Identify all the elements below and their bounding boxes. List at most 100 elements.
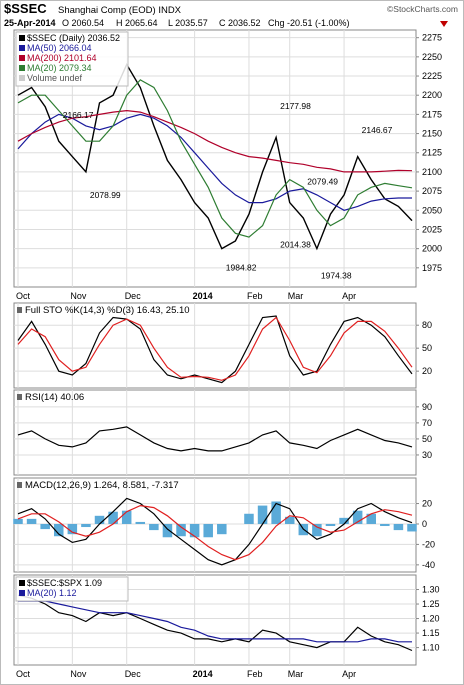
legend-label: $SSEC:$SPX 1.09 [27,578,102,588]
y-tick-label: 20 [422,366,432,376]
series-line [17,504,413,561]
y-tick-label: -40 [422,560,435,570]
y-tick-label: 0 [422,519,427,529]
price-annotation: 2014.38 [280,240,311,250]
histogram-bar [257,505,268,524]
histogram-bar [393,523,404,531]
histogram-bar [203,523,213,538]
y-tick-label: 2225 [422,71,442,81]
x-tick-label: Apr [342,669,356,679]
legend-swatch [19,590,25,596]
panel-title: RSI(14) 40.06 [25,392,84,403]
series-line [18,600,412,643]
quote-item: H 2065.64 [116,18,158,28]
legend-box [15,31,129,87]
y-tick-label: 2175 [422,109,442,119]
legend-swatch [19,35,25,41]
quote-item: C 2036.52 [219,18,261,28]
histogram-bar [108,511,118,524]
x-tick-label: Oct [16,291,31,301]
quote-item: 25-Apr-2014 [4,18,56,28]
price-annotation: 2177.98 [280,101,311,111]
legend-swatch [19,65,25,71]
y-tick-label: 80 [422,320,432,330]
histogram-bar [325,523,336,527]
series-line [17,426,413,452]
y-tick-label: 20 [422,499,432,509]
series-line [17,113,412,211]
histogram-bar [312,523,322,537]
y-tick-label: 2275 [422,33,442,43]
price-annotation: 2078.99 [90,190,121,200]
series-line [17,62,413,251]
y-tick-label: 1.15 [422,628,440,638]
panel-title: MACD(12,26,9) 1.264, 8.581, -7.317 [25,480,179,491]
credit: ©StockCharts.com [387,4,458,14]
panel-title: Full STO %K(14,3) %D(3) 16.43, 25.10 [25,305,190,316]
x-tick-label: Mar [288,291,304,301]
title-icon [17,482,22,488]
histogram-bar [149,523,159,531]
x-tick-label: Oct [16,669,31,679]
y-tick-label: -20 [422,539,435,549]
histogram-bar [244,513,254,524]
histogram-bar [407,523,417,532]
quote-item: O 2060.54 [62,18,104,28]
legend-swatch [19,55,25,61]
price-annotation: 1974.38 [321,270,352,280]
legend-label: MA(20) 2079.34 [27,63,92,73]
symbol: $SSEC [4,1,47,16]
y-tick-label: 2200 [422,90,442,100]
y-tick-label: 2025 [422,224,442,234]
x-tick-label: 2014 [193,669,213,679]
series-line [17,497,413,566]
x-tick-label: Mar [288,669,304,679]
down-arrow [440,21,448,27]
legend-label: MA(50) 2066.04 [27,43,92,53]
legend-label: $SSEC (Daily) 2036.52 [27,33,120,43]
y-tick-label: 1.25 [422,599,440,609]
legend-swatch [19,45,25,51]
price-annotation: 2079.49 [307,177,338,187]
histogram-bar [217,523,227,535]
x-tick-label: Feb [247,669,263,679]
x-tick-label: 2014 [193,291,213,301]
legend-label: MA(200) 2101.64 [27,53,97,63]
x-tick-label: Dec [125,291,142,301]
y-tick-label: 2075 [422,186,442,196]
histogram-bar [339,517,349,524]
y-tick-label: 2125 [422,148,442,158]
price-annotation: 2146.67 [362,125,393,135]
histogram-bar [176,523,186,537]
y-tick-label: 2050 [422,205,442,215]
legend-swatch [19,580,25,586]
y-tick-label: 50 [422,434,432,444]
price-annotation: 2166.17 [63,110,94,120]
quote-item: L 2035.57 [168,18,208,28]
title-icon [17,307,22,313]
histogram-bar [135,521,146,524]
x-tick-label: Nov [70,669,87,679]
histogram-bar [94,515,105,524]
histogram-bar [40,523,50,530]
quote-line: 25-Apr-2014 O 2060.54 H 2065.64 L 2035.57 C … [4,18,350,28]
series-line [17,109,413,173]
panel-frame [13,477,417,573]
x-tick-label: Feb [247,291,263,301]
y-tick-label: 2100 [422,167,442,177]
histogram-bar [54,523,64,537]
legend-swatch [19,75,25,81]
quote-item: Chg -20.51 (-1.00%) [268,18,350,28]
x-tick-label: Apr [342,291,356,301]
y-tick-label: 30 [422,450,432,460]
histogram-bar [162,523,173,538]
series-line [17,315,413,384]
panel-frame [13,302,417,389]
title-icon [17,394,22,400]
y-tick-label: 1975 [422,263,442,273]
x-tick-label: Dec [125,669,142,679]
price-annotation: 1984.82 [226,262,257,272]
histogram-bar [380,523,390,527]
histogram-bar [13,518,23,524]
y-tick-label: 2250 [422,52,442,62]
